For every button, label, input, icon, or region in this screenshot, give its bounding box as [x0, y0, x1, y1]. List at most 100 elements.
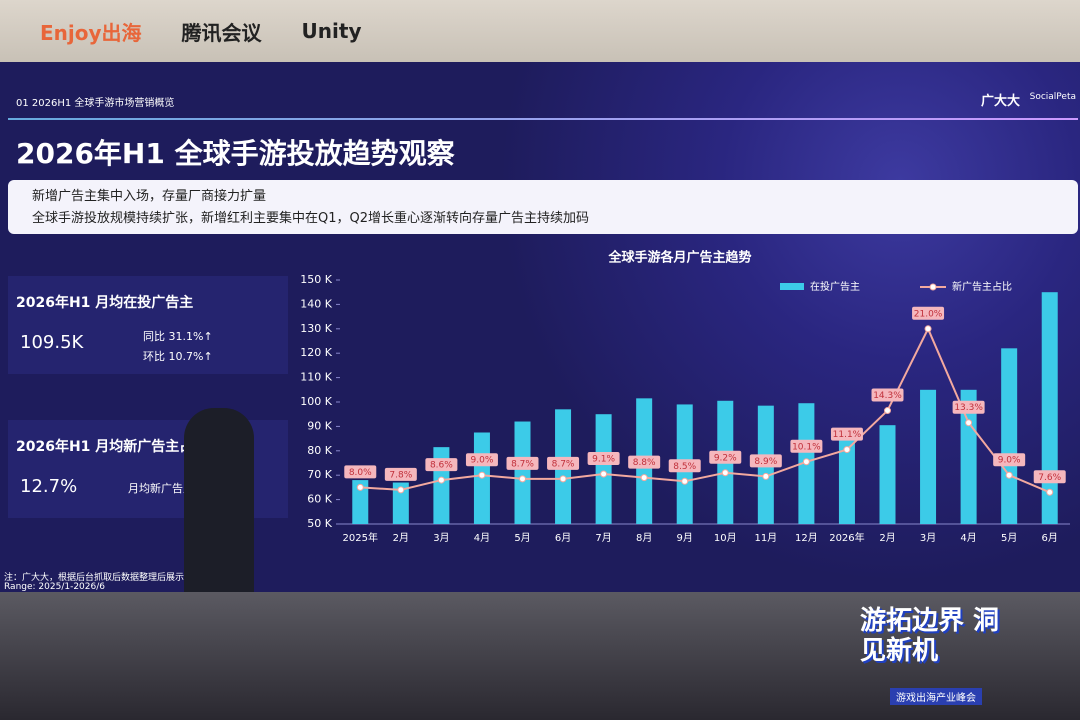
label-box	[993, 453, 1026, 467]
line-point	[519, 475, 526, 483]
bar	[514, 421, 531, 524]
x-tick-label: 10月	[714, 532, 737, 544]
footnote: Range: 2025/1-2026/6	[4, 582, 105, 592]
data-label: 9.1%	[592, 454, 615, 464]
label-box	[790, 439, 823, 453]
legend-label: 在投广告主	[810, 280, 860, 293]
panel-value: 12.7%	[20, 476, 78, 497]
slide: 01 2026H1 全球手游市场营销概览 广大大 SocialPeta 2026…	[0, 62, 1080, 638]
data-label: 11.1%	[833, 430, 862, 440]
legend-swatch	[780, 283, 804, 290]
line-point	[1005, 471, 1013, 479]
x-tick-label: 4月	[474, 532, 490, 544]
data-label: 8.5%	[673, 462, 696, 472]
bar	[392, 482, 409, 524]
data-label: 8.7%	[552, 459, 575, 469]
y-tick-label: 80 K	[307, 444, 332, 457]
y-tick-label: 150 K	[300, 273, 332, 286]
data-label: 13.3%	[954, 403, 983, 413]
bar	[1041, 292, 1058, 524]
line-point	[1046, 488, 1054, 496]
label-box	[465, 453, 498, 467]
footnote: 注：广大大，根据后台抓取后数据整理后展示	[4, 573, 185, 583]
data-label: 8.8%	[633, 458, 656, 468]
label-box	[425, 458, 458, 472]
bar	[879, 425, 896, 524]
label-box	[547, 456, 580, 470]
x-tick-label: 9月	[677, 532, 693, 544]
title: 2026年H1 全球手游投放趋势观察	[16, 137, 455, 170]
logo-sub: SocialPeta	[1029, 92, 1076, 102]
sponsor: Enjoy出海	[40, 20, 142, 45]
x-tick-label: 4月	[960, 532, 976, 544]
label-box	[587, 451, 620, 465]
label-box	[709, 450, 742, 464]
rule	[8, 118, 1078, 120]
label-box	[912, 306, 945, 320]
event-subtitle: 游戏出海产业峰会	[890, 688, 982, 705]
line-point	[600, 470, 608, 478]
y-tick-label: 110 K	[300, 371, 332, 384]
data-label: 8.9%	[754, 457, 777, 467]
line-point	[640, 474, 648, 482]
y-tick-label: 140 K	[300, 297, 332, 310]
data-label: 8.6%	[430, 461, 453, 471]
sponsor: 腾讯会议	[181, 20, 262, 45]
line-point	[721, 469, 729, 477]
bar	[960, 389, 977, 524]
bar	[1001, 348, 1018, 524]
line-point	[397, 486, 405, 494]
bar	[352, 480, 369, 524]
data-label: 9.2%	[714, 453, 737, 463]
line-point	[762, 472, 770, 480]
banner-line: 全球手游投放规模持续扩张，新增红利主要集中在Q1，Q2增长重心逐渐转向存量广告主…	[32, 211, 590, 226]
label-box	[506, 456, 539, 470]
label-box	[830, 427, 863, 441]
x-tick-label: 2025年	[343, 531, 378, 544]
x-tick-label: 2月	[393, 532, 409, 544]
panel-note: 月均新广告主	[128, 482, 194, 495]
y-tick-label: 100 K	[300, 395, 332, 408]
bar	[838, 430, 855, 524]
banner-line: 新增广告主集中入场，存量厂商接力扩量	[32, 189, 267, 204]
x-tick-label: 3月	[920, 532, 936, 544]
panel-note: 环比 10.7%↑	[143, 350, 213, 363]
label-box	[628, 455, 661, 469]
logo: 广大大	[980, 94, 1020, 109]
data-label: 9.0%	[471, 456, 494, 466]
chart-title: 全球手游各月广告主趋势	[607, 250, 751, 266]
y-tick-label: 120 K	[300, 346, 332, 359]
x-tick-label: 8月	[636, 532, 652, 544]
section: 01 2026H1 全球手游市场营销概览	[16, 98, 175, 109]
panel-title: 2026年H1 月均新广告主占比	[16, 439, 208, 455]
data-label: 9.0%	[998, 456, 1021, 466]
bar	[595, 414, 612, 524]
label-box	[384, 467, 417, 481]
y-tick-label: 90 K	[307, 419, 332, 432]
sponsor: Unity	[301, 19, 362, 43]
x-tick-label: 3月	[433, 532, 449, 544]
panel-value: 109.5K	[20, 332, 84, 353]
data-label: 14.3%	[873, 391, 902, 401]
line	[360, 326, 1051, 494]
x-tick-label: 2月	[879, 532, 895, 544]
sponsor-bar: Enjoy出海 腾讯会议 Unity	[0, 0, 1080, 62]
label-box	[952, 400, 985, 414]
line-point	[559, 475, 567, 483]
x-tick-label: 11月	[754, 532, 777, 544]
data-label: 8.7%	[511, 459, 534, 469]
legend-label: 新广告主占比	[952, 280, 1012, 293]
data-label: 8.0%	[349, 468, 372, 478]
banner: 新增广告主集中入场，存量厂商接力扩量 全球手游投放规模持续扩张，新增红利主要集中…	[8, 180, 1078, 234]
label-box	[1033, 470, 1066, 484]
label-box	[668, 459, 701, 473]
x-tick-label: 7月	[595, 532, 611, 544]
data-label: 10.1%	[792, 442, 821, 452]
data-label: 21.0%	[914, 309, 943, 319]
line-point	[681, 477, 689, 485]
legend-swatch	[929, 283, 937, 291]
audience: 游拓边界 洞见新机 游戏出海产业峰会	[0, 592, 1080, 720]
line-point	[965, 419, 973, 427]
label-box	[344, 465, 377, 479]
